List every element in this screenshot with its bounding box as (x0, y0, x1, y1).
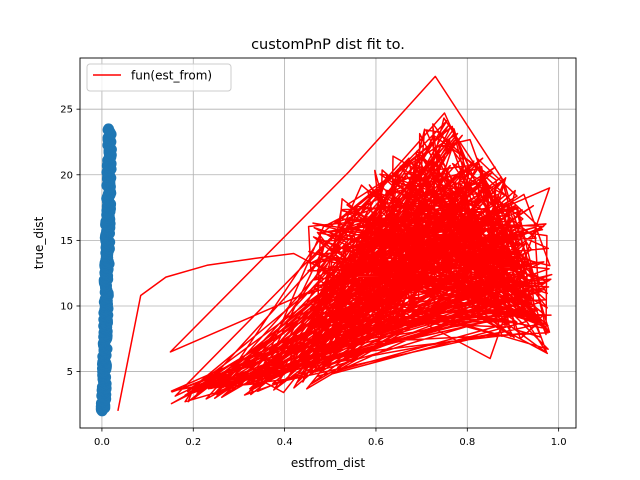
x-tick-label: 0.8 (459, 437, 475, 448)
axes-frame (79, 57, 577, 429)
legend-box (86, 63, 232, 92)
y-ticks: 5 10 15 20 25 (60, 105, 80, 378)
y-axis-label: true_dist (32, 216, 46, 269)
grid (80, 58, 576, 428)
legend: fun(est_from) (86, 63, 232, 92)
y-tick-label: 5 (67, 367, 73, 378)
x-tick-label: 0.4 (277, 437, 293, 448)
x-tick-label: 1.0 (551, 437, 567, 448)
y-tick-label: 25 (60, 105, 73, 116)
x-tick-label: 0.6 (368, 437, 384, 448)
x-ticks: 0.0 0.2 0.4 0.6 0.8 1.0 (94, 428, 567, 448)
series-line-fun-est-from (117, 75, 553, 412)
y-tick-label: 10 (60, 301, 73, 312)
scatter-point (103, 123, 114, 135)
x-tick-label: 0.0 (94, 437, 110, 448)
plot-area (95, 75, 553, 417)
legend-label-fun-est-from: fun(est_from) (131, 69, 212, 83)
chart-title: customPnP dist fit to. (251, 37, 405, 53)
x-tick-label: 0.2 (185, 437, 201, 448)
y-tick-label: 15 (60, 236, 73, 247)
x-axis-label: estfrom_dist (291, 456, 365, 470)
y-tick-label: 20 (60, 170, 73, 181)
